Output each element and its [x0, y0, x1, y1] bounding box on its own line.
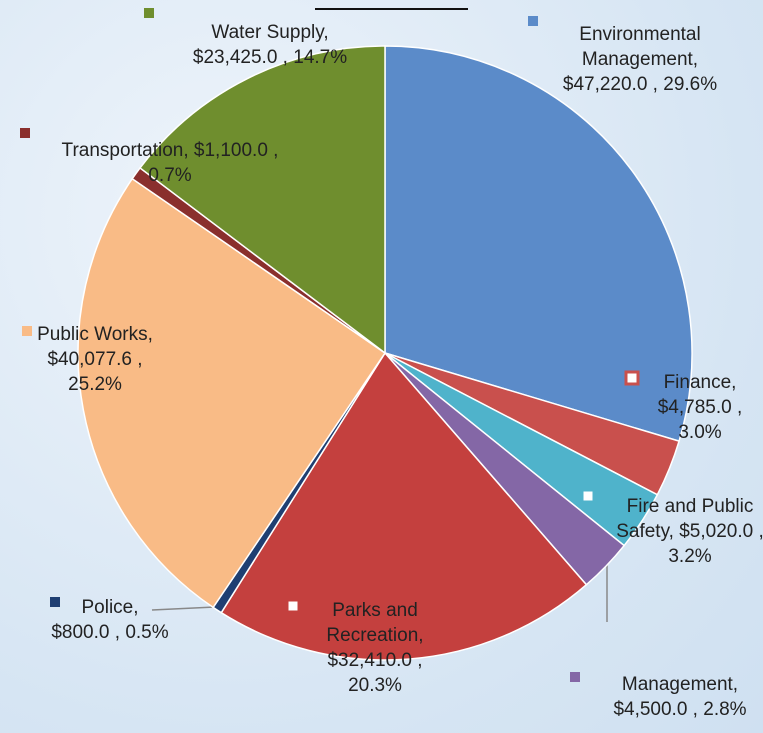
label-value: $23,425.0 , [192, 47, 288, 68]
data-label: Public Works, $40,077.6 , 25.2% [20, 322, 170, 397]
label-percent: 2.8% [703, 699, 747, 720]
label-percent: 3.2% [668, 546, 712, 567]
legend-marker [22, 326, 32, 336]
data-label: Management, $4,500.0 , 2.8% [598, 672, 763, 722]
data-label: Police, $800.0 , 0.5% [50, 595, 170, 645]
legend-marker [624, 370, 640, 386]
legend-marker [285, 598, 301, 614]
label-value: $4,785.0 , [657, 397, 743, 418]
legend-marker [570, 672, 580, 682]
label-percent: 29.6% [663, 74, 718, 95]
label-value: $47,220.0 , [562, 74, 658, 95]
data-label: Environmental Management, $47,220.0 , 29… [555, 22, 725, 97]
label-category: Parks and Recreation, [326, 600, 424, 646]
label-category: Management, [621, 674, 739, 695]
pie-slice [384, 45, 693, 443]
label-value: $32,410.0 , [327, 650, 423, 671]
pie-slice [77, 177, 387, 609]
label-percent: 3.0% [678, 422, 722, 443]
data-label: Transportation, $1,100.0 , 0.7% [55, 138, 285, 188]
legend-marker [50, 597, 60, 607]
label-category: Water Supply, [211, 22, 329, 43]
label-category: Fire and Public Safety, [616, 496, 754, 542]
label-category: Environmental Management, [579, 24, 701, 70]
label-percent: 25.2% [68, 374, 122, 395]
label-category: Police, [81, 597, 139, 618]
label-value: $5,020.0 , [679, 521, 763, 542]
legend-marker [528, 16, 538, 26]
pie-slice [139, 45, 386, 355]
label-value: $1,100.0 , [193, 140, 279, 161]
label-category: Public Works, [37, 324, 153, 345]
label-category: Transportation, [61, 140, 189, 161]
label-category: Finance, [663, 372, 737, 393]
label-percent: 20.3% [348, 675, 402, 696]
label-value: $800.0 , [51, 622, 121, 643]
data-label: Water Supply, $23,425.0 , 14.7% [185, 20, 355, 70]
label-percent: 14.7% [293, 47, 348, 68]
label-value: $4,500.0 , [613, 699, 698, 720]
data-label: Finance, $4,785.0 , 3.0% [635, 370, 763, 445]
label-percent: 0.5% [125, 622, 169, 643]
pie-slice [220, 351, 588, 661]
data-label: Parks and Recreation, $32,410.0 , 20.3% [300, 598, 450, 698]
legend-marker [580, 488, 596, 504]
legend-marker [20, 128, 30, 138]
label-value: $40,077.6 , [47, 349, 143, 370]
label-percent: 0.7% [148, 165, 192, 186]
data-label: Fire and Public Safety, $5,020.0 , 3.2% [615, 494, 763, 569]
legend-marker [144, 8, 154, 18]
leader-line [151, 606, 216, 611]
